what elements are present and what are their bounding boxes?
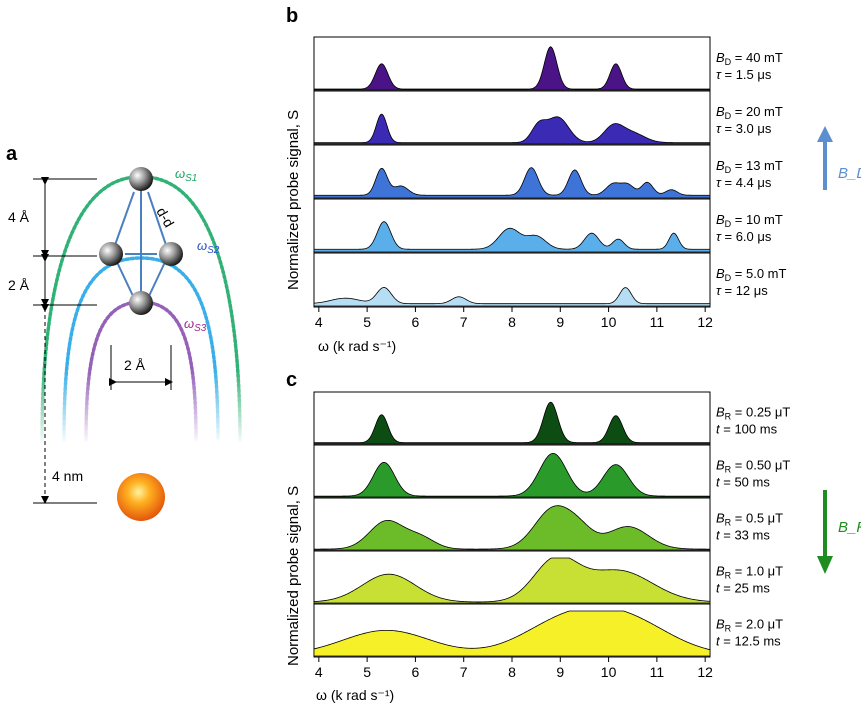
row-field-label: BR = 1.0 μT — [716, 564, 783, 581]
x-tick-label: 7 — [460, 314, 468, 330]
bd-arrow-head — [817, 126, 833, 142]
x-tick-label: 7 — [460, 664, 468, 680]
x-tick-label: 4 — [315, 314, 323, 330]
x-tick-label: 4 — [315, 664, 323, 680]
row-field-label: BR = 0.5 μT — [716, 511, 783, 528]
spectrum-series — [313, 46, 711, 91]
row-time-label: τ = 6.0 μs — [716, 229, 772, 244]
electron-spin-right — [159, 242, 183, 266]
panel-label-b: b — [286, 5, 298, 27]
spectrum-series — [313, 221, 711, 253]
x-tick-label: 6 — [412, 314, 420, 330]
panel-label-c: c — [286, 369, 297, 391]
spectrum-series — [313, 113, 711, 145]
br-arrow-label: B_R — [838, 519, 861, 536]
omega-s2-label: ωS2 — [197, 238, 220, 256]
panel-c-rows — [313, 391, 711, 658]
x-tick-label: 10 — [601, 664, 617, 680]
dimension-lines — [33, 177, 173, 504]
bonds — [114, 190, 167, 297]
electron-spin-bottom — [129, 291, 153, 315]
row-time-label: τ = 3.0 μs — [716, 121, 772, 136]
row-time-label: τ = 12 μs — [716, 283, 768, 298]
row-time-label: t = 12.5 ms — [716, 634, 781, 649]
spectrum-series — [313, 401, 711, 445]
x-tick-label: 8 — [508, 664, 516, 680]
panel-c-ylabel: Normalized probe signal, S — [285, 486, 302, 666]
panel-c-row-labels: BR = 0.25 μTt = 100 ms BR = 0.50 μTt = 50… — [716, 405, 790, 649]
panel-c-xticks: 4 5 6 7 8 9 10 11 12 — [315, 657, 713, 680]
x-tick-label: 11 — [650, 664, 665, 680]
x-tick-label: 9 — [556, 664, 564, 680]
row-field-label: BD = 13 mT — [716, 158, 783, 175]
row-field-label: BR = 0.50 μT — [716, 458, 790, 475]
x-tick-label: 12 — [697, 664, 713, 680]
panel-b-ylabel: Normalized probe signal, S — [285, 110, 302, 290]
nuclear-spin — [117, 473, 165, 521]
dim-2a-horizontal-label: 2 Å — [124, 357, 146, 373]
bd-arrow-label: B_D — [838, 165, 861, 182]
panel-b-xticks: 4 5 6 7 8 9 10 11 12 — [315, 307, 713, 330]
row-field-label: BD = 10 mT — [716, 212, 783, 229]
row-time-label: t = 50 ms — [716, 475, 770, 490]
x-tick-label: 12 — [697, 314, 713, 330]
panel-b-row-labels: BD = 40 mTτ = 1.5 μs BD = 20 mTτ = 3.0 μs… — [716, 50, 787, 298]
row-time-label: t = 33 ms — [716, 528, 770, 543]
row-time-label: τ = 1.5 μs — [716, 67, 772, 82]
spectrum-series — [313, 610, 711, 657]
x-tick-label: 11 — [650, 314, 665, 330]
spectrum-series — [313, 452, 711, 498]
panel-b-xlabel: ω (k rad s⁻¹) — [318, 338, 396, 354]
dim-4nm-label: 4 nm — [52, 468, 83, 484]
panel-b-chart: b Normalized probe signal, S 4 5 6 7 8 9 10 11 1… — [285, 5, 861, 354]
row-field-label: BD = 20 mT — [716, 104, 783, 121]
x-tick-label: 8 — [508, 314, 516, 330]
row-field-label: BR = 0.25 μT — [716, 405, 790, 422]
electron-spin-top — [129, 167, 153, 191]
x-tick-label: 5 — [363, 664, 371, 680]
x-tick-label: 5 — [363, 314, 371, 330]
panel-a-diagram: a ωS1 ωS2 ωS3 d-d — [6, 143, 250, 521]
spectrum-series — [313, 287, 711, 307]
x-tick-label: 6 — [412, 664, 420, 680]
spectrum-series — [313, 167, 711, 199]
dim-4a-label: 4 Å — [8, 209, 30, 225]
x-tick-label: 9 — [556, 314, 564, 330]
spectrum-series — [313, 505, 711, 551]
row-time-label: t = 25 ms — [716, 581, 770, 596]
dim-2a-vertical-label: 2 Å — [8, 277, 30, 293]
br-arrow-head — [817, 556, 833, 574]
row-field-label: BR = 2.0 μT — [716, 617, 783, 634]
omega-s1-label: ωS1 — [175, 166, 197, 184]
row-time-label: τ = 4.4 μs — [716, 175, 772, 190]
row-field-label: BD = 5.0 mT — [716, 266, 787, 283]
dd-label: d-d — [153, 205, 177, 231]
spectrum-series — [313, 557, 711, 604]
x-tick-label: 10 — [601, 314, 617, 330]
omega-s3-label: ωS3 — [184, 316, 207, 334]
panel-label-a: a — [6, 143, 18, 165]
panel-c-chart: c Normalized probe signal, S 4 5 6 7 8 9 10 11 1… — [285, 369, 861, 703]
row-field-label: BD = 40 mT — [716, 50, 783, 67]
electron-spin-left — [99, 242, 123, 266]
panel-b-rows — [313, 36, 711, 308]
panel-c-xlabel: ω (k rad s⁻¹) — [316, 687, 394, 703]
fade-overlay — [30, 370, 250, 445]
row-time-label: t = 100 ms — [716, 422, 778, 437]
